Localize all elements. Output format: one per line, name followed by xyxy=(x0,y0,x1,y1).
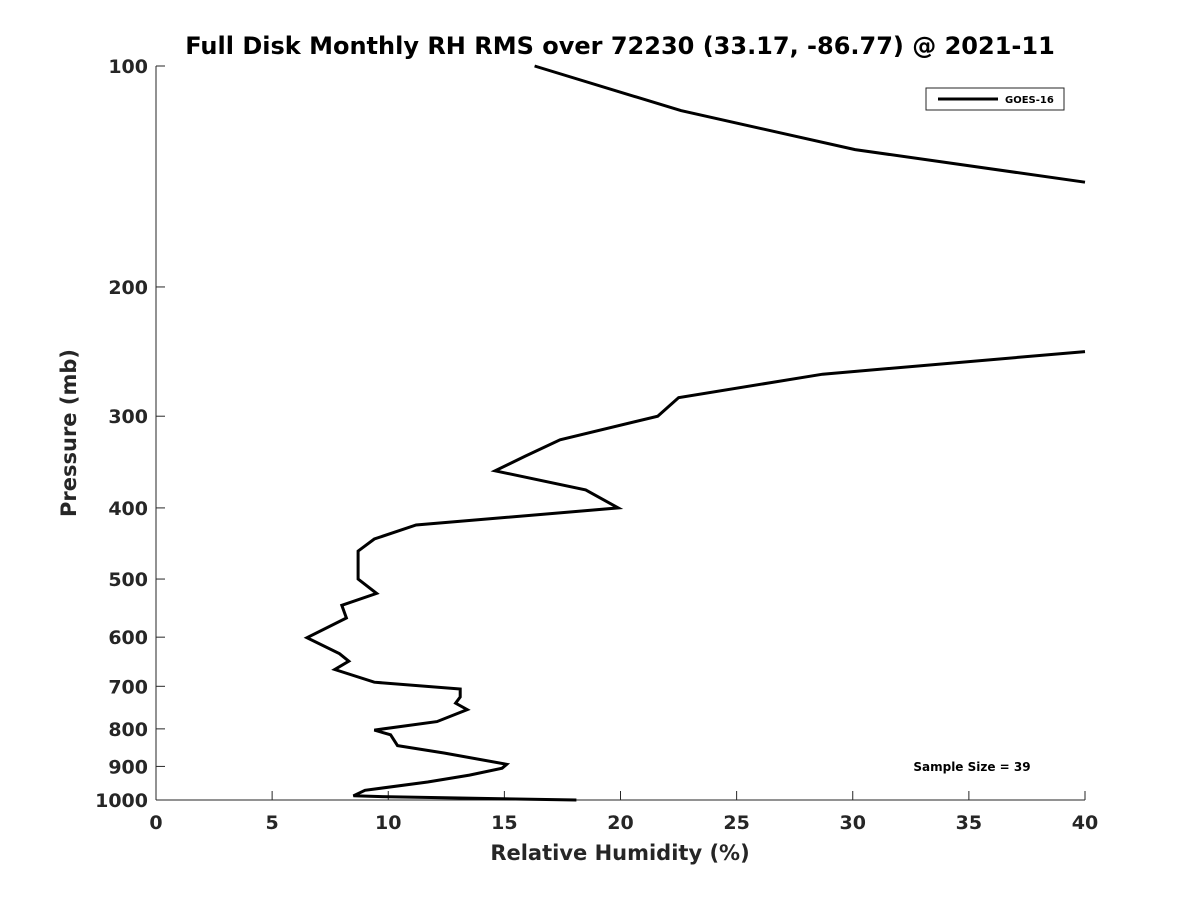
x-tick-label: 25 xyxy=(723,812,749,834)
x-tick-label: 30 xyxy=(840,812,866,834)
y-tick-label: 800 xyxy=(108,719,148,741)
x-tick-label: 0 xyxy=(149,812,162,834)
y-tick-label: 900 xyxy=(108,756,148,778)
x-tick-label: 35 xyxy=(956,812,982,834)
y-tick-label: 100 xyxy=(108,56,148,78)
y-axis-label: Pressure (mb) xyxy=(57,349,81,517)
plot-area: 0 5 10 15 20 25 30 35 40 100 200 300 400 500 600 700 80… xyxy=(95,56,1098,834)
x-tick-label: 15 xyxy=(491,812,517,834)
y-tick-label: 700 xyxy=(108,676,148,698)
x-axis-label: Relative Humidity (%) xyxy=(490,841,749,865)
x-ticks: 0 5 10 15 20 25 30 35 40 xyxy=(149,791,1098,834)
x-tick-label: 20 xyxy=(607,812,633,834)
legend-label-goes-16: GOES-16 xyxy=(1005,95,1054,106)
legend: GOES-16 xyxy=(925,87,1065,111)
sample-size-annotation: Sample Size = 39 xyxy=(913,760,1030,774)
series-line-goes-16 xyxy=(303,350,1086,802)
y-tick-label: 200 xyxy=(108,277,148,299)
x-tick-label: 5 xyxy=(266,812,279,834)
y-tick-label: 400 xyxy=(108,498,148,520)
y-ticks: 100 200 300 400 500 600 700 800 900 1000 xyxy=(95,56,165,812)
x-tick-label: 10 xyxy=(375,812,401,834)
y-tick-label: 600 xyxy=(108,627,148,649)
y-tick-label: 500 xyxy=(108,569,148,591)
series-line-goes-16 xyxy=(534,64,1086,184)
y-tick-label: 300 xyxy=(108,406,148,428)
series-layer xyxy=(303,64,1086,802)
y-tick-label: 1000 xyxy=(95,790,148,812)
x-tick-label: 40 xyxy=(1072,812,1098,834)
chart-title: Full Disk Monthly RH RMS over 72230 (33.… xyxy=(185,32,1055,60)
